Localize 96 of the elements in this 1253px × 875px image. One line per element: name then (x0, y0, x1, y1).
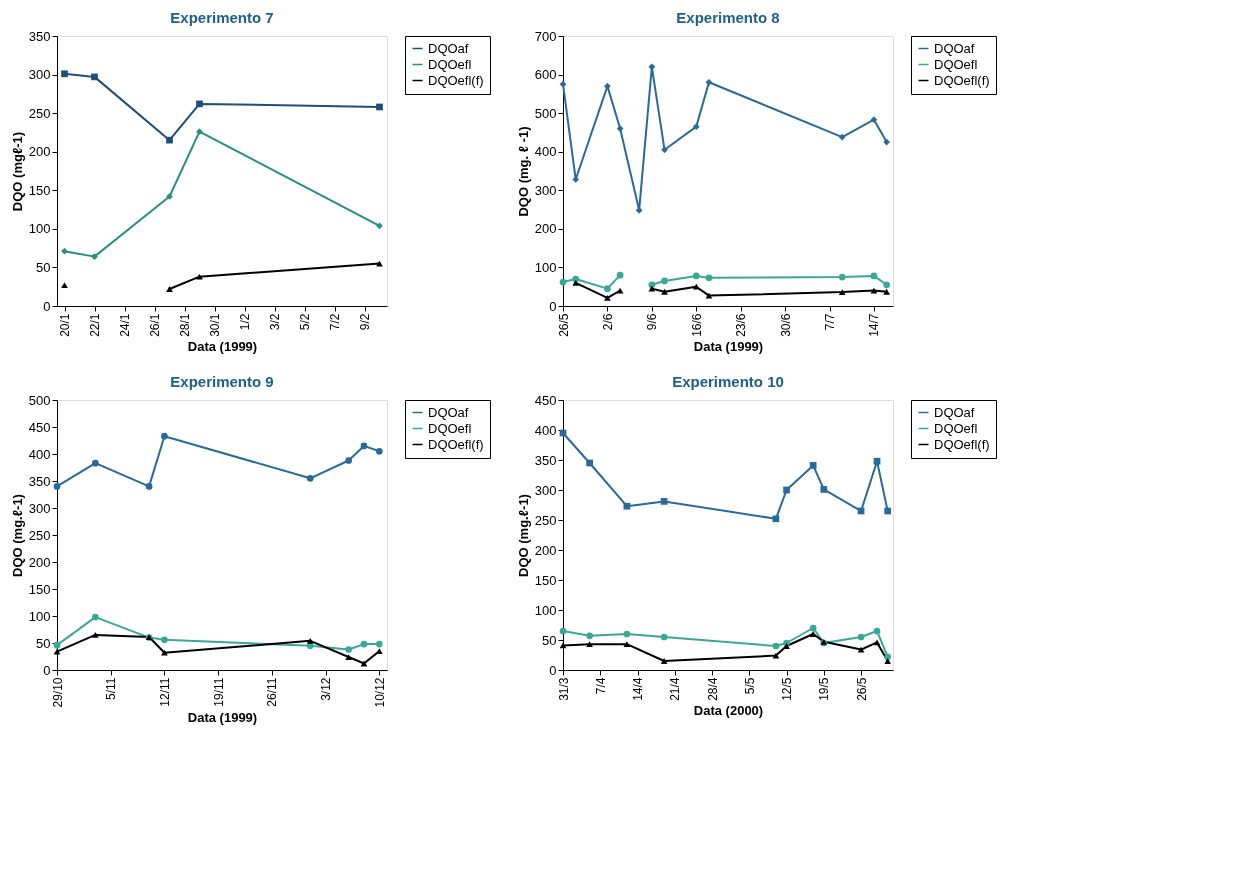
x-tick-label: 1/2 (238, 313, 252, 331)
chart-title: Experimento 10 (672, 373, 784, 390)
y-tick-label: 350 (28, 28, 51, 44)
y-tick-label: 300 (28, 500, 51, 516)
y-tick-label: 250 (28, 105, 51, 121)
y-tick-label: 200 (534, 221, 557, 237)
y-tick-label: 450 (28, 419, 51, 435)
x-tick-label: 26/11 (265, 677, 280, 707)
x-tick-label: 30/1 (208, 313, 222, 337)
legend-label: DQOaf (428, 40, 469, 56)
x-tick-label: 5/5 (742, 677, 757, 695)
x-tick-label: 16/6 (689, 313, 704, 337)
x-tick-label: 5/11 (104, 677, 119, 700)
legend-label: DQOaf (934, 40, 975, 56)
x-tick-label: 14/7 (867, 313, 882, 337)
y-tick-label: 250 (534, 512, 557, 528)
y-tick-label: 150 (28, 581, 51, 597)
y-axis-title: DQO (mg.ℓ-1) (9, 494, 25, 577)
x-axis-title: Data (1999) (187, 338, 258, 354)
x-tick-label: 26/1 (148, 313, 162, 337)
y-tick-label: 100 (534, 602, 557, 618)
x-tick-label: 19/5 (817, 677, 832, 701)
x-tick-label: 10/12 (372, 677, 387, 708)
legend-label: DQOefl(f) (428, 436, 484, 452)
x-tick-label: 26/5 (556, 313, 571, 337)
y-tick-label: 50 (36, 259, 51, 275)
x-axis-title: Data (1999) (187, 709, 258, 725)
x-tick-label: 2/6 (600, 313, 615, 331)
x-tick-label: 7/2 (328, 313, 342, 331)
chart-title: Experimento 7 (170, 9, 274, 26)
y-axis-title: DQO (mg.ℓ-1) (515, 494, 531, 577)
y-tick-label: 300 (534, 182, 557, 198)
y-axis-title: DQO (mg. ℓ -1) (515, 126, 531, 217)
x-tick-label: 28/4 (705, 677, 720, 701)
legend-label: DQOefl(f) (934, 436, 990, 452)
y-tick-label: 350 (28, 473, 51, 489)
legend-label: DQOefl (934, 56, 978, 72)
y-tick-label: 400 (534, 422, 557, 438)
x-tick-label: 3/2 (268, 313, 282, 331)
legend-label: DQOaf (934, 404, 975, 420)
y-tick-label: 400 (534, 144, 557, 160)
y-tick-label: 300 (534, 482, 557, 498)
x-tick-label: 26/5 (854, 677, 869, 701)
x-tick-label: 5/2 (298, 313, 312, 331)
y-tick-label: 600 (534, 67, 557, 83)
x-tick-label: 31/3 (556, 677, 571, 701)
y-tick-label: 700 (534, 28, 557, 44)
x-axis-title: Data (1999) (693, 338, 764, 354)
y-tick-label: 300 (28, 67, 51, 83)
x-tick-label: 24/1 (118, 313, 132, 337)
y-axis-title: DQO (mgℓ-1) (9, 131, 25, 212)
y-tick-label: 100 (534, 259, 557, 275)
y-tick-label: 200 (28, 554, 51, 570)
y-tick-label: 50 (36, 635, 51, 651)
x-tick-label: 19/11 (211, 677, 226, 707)
x-tick-label: 30/6 (778, 313, 793, 337)
chart-title: Experimento 9 (170, 373, 274, 390)
x-tick-label: 7/7 (823, 313, 838, 331)
legend-label: DQOefl(f) (428, 72, 484, 88)
y-tick-label: 500 (534, 105, 557, 121)
x-axis-title: Data (2000) (693, 702, 764, 718)
y-tick-label: 100 (28, 608, 51, 624)
y-tick-label: 100 (28, 221, 51, 237)
y-tick-label: 350 (534, 452, 557, 468)
x-tick-label: 28/1 (178, 313, 192, 337)
y-tick-label: 450 (534, 392, 557, 408)
legend-label: DQOefl (428, 420, 472, 436)
x-tick-label: 9/2 (358, 313, 372, 331)
y-tick-label: 200 (534, 542, 557, 558)
y-tick-label: 0 (549, 298, 557, 314)
y-tick-label: 150 (28, 182, 51, 198)
x-tick-label: 7/4 (593, 677, 608, 695)
x-tick-label: 20/1 (58, 313, 72, 337)
y-tick-label: 200 (28, 144, 51, 160)
legend-label: DQOefl (934, 420, 978, 436)
x-tick-label: 29/10 (50, 677, 65, 708)
y-tick-label: 0 (43, 662, 51, 678)
x-tick-label: 14/4 (631, 677, 646, 701)
x-tick-label: 23/6 (734, 313, 749, 337)
y-tick-label: 50 (542, 632, 557, 648)
y-tick-label: 500 (28, 392, 51, 408)
legend-label: DQOaf (428, 404, 469, 420)
y-tick-label: 400 (28, 446, 51, 462)
x-tick-label: 3/12 (319, 677, 334, 701)
x-tick-label: 9/6 (645, 313, 660, 331)
x-tick-label: 21/4 (668, 677, 683, 701)
chart-title: Experimento 8 (676, 9, 780, 26)
x-tick-label: 12/11 (157, 677, 172, 707)
y-tick-label: 0 (549, 662, 557, 678)
x-tick-label: 22/1 (88, 313, 102, 337)
legend-label: DQOefl (428, 56, 472, 72)
y-tick-label: 150 (534, 572, 557, 588)
x-tick-label: 12/5 (780, 677, 795, 701)
y-tick-label: 0 (43, 298, 51, 314)
y-tick-label: 250 (28, 527, 51, 543)
legend-label: DQOefl(f) (934, 72, 990, 88)
